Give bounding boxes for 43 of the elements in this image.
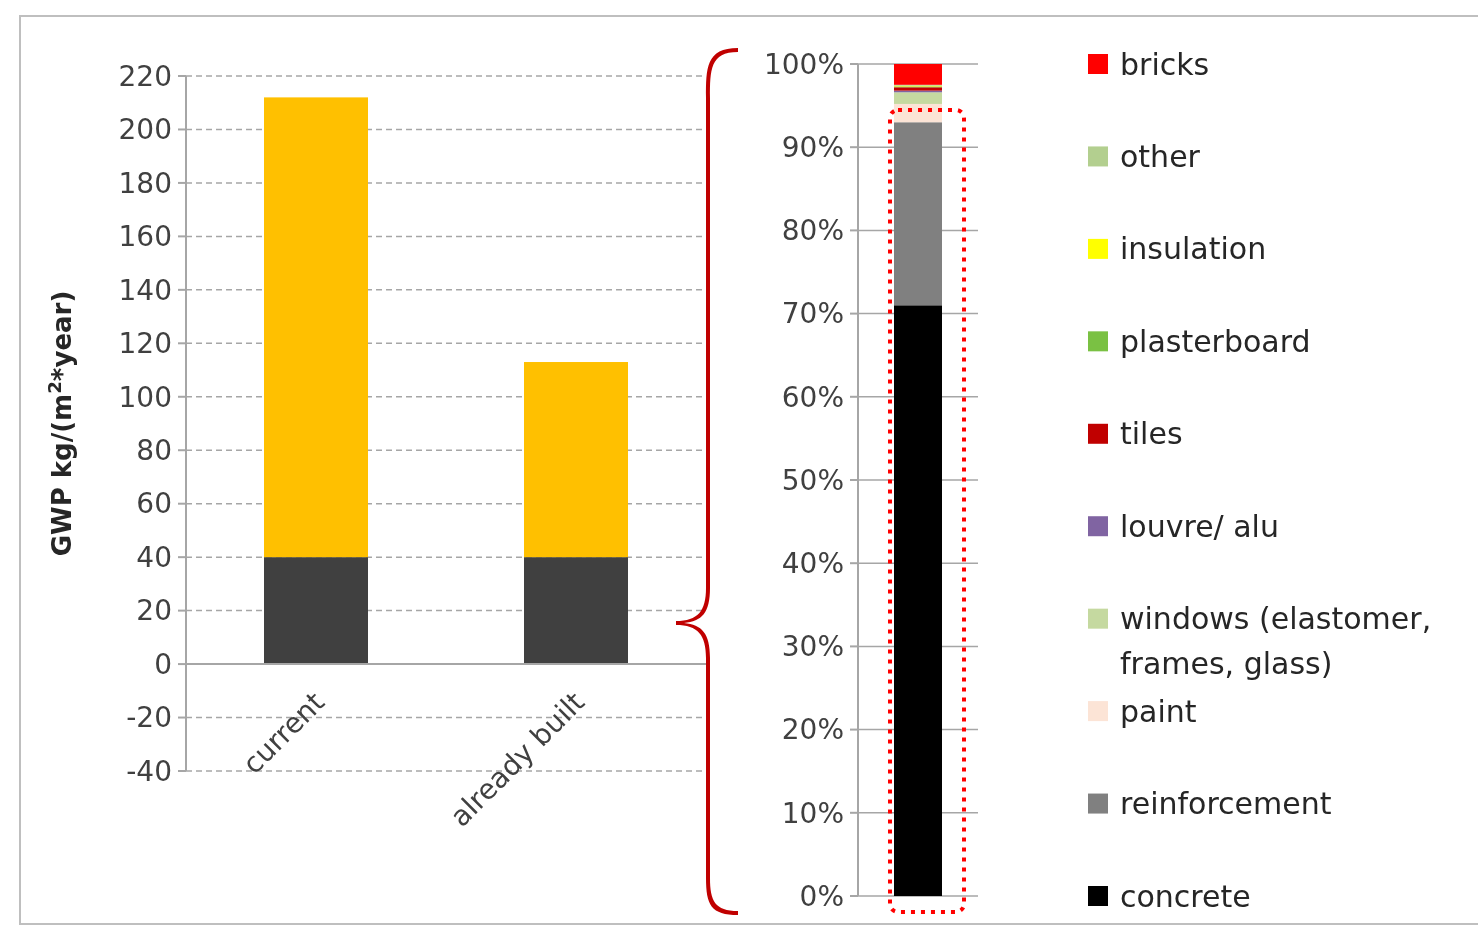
y-tick-label: 20	[136, 594, 172, 628]
y-tick-label: 40%	[781, 547, 844, 580]
legend-label: plasterboard	[1120, 323, 1311, 359]
y-tick-label: 80%	[781, 214, 844, 248]
y-tick-label: 80	[136, 434, 172, 468]
y-tick-label: 10%	[781, 796, 844, 830]
y-tick-label: 20%	[781, 713, 844, 747]
legend-label: paint	[1120, 693, 1197, 729]
y-tick-label: 120	[118, 327, 172, 361]
y-tick-label: 60%	[781, 380, 844, 414]
y-tick-label: -20	[126, 701, 172, 735]
y-tick-label: 0%	[799, 879, 844, 913]
legend-label: tiles	[1120, 416, 1183, 452]
bar	[894, 305, 942, 896]
legend-label: bricks	[1120, 46, 1210, 82]
y-tick-label: 140	[118, 273, 172, 307]
bar	[524, 557, 628, 665]
y-tick-label: 160	[118, 220, 172, 254]
y-tick-label: 0	[154, 647, 172, 681]
y-tick-label: 90%	[781, 131, 844, 164]
y-tick-label: 50%	[781, 463, 844, 497]
legend-label: other	[1120, 138, 1201, 174]
y-tick-label: 40	[136, 540, 172, 574]
y-tick-label: 200	[118, 113, 172, 147]
y-tick-label: 220	[118, 59, 172, 93]
y-tick-label: 30%	[781, 630, 844, 664]
legend-label: concrete	[1120, 878, 1251, 914]
y-tick-label: 100	[118, 380, 172, 414]
y-tick-label: 70%	[781, 297, 844, 331]
bar	[264, 557, 368, 665]
legend-label: insulation	[1120, 231, 1267, 267]
legend-label: louvre/ alu	[1120, 508, 1279, 544]
bar	[894, 64, 942, 85]
y-tick-label: -40	[126, 754, 172, 788]
legend-label: reinforcement	[1120, 786, 1332, 822]
y-tick-label: 180	[118, 166, 172, 200]
legend-label: windows (elastomer, frames, glass)	[1120, 601, 1432, 682]
y-tick-label: 100%	[763, 47, 844, 81]
bar	[264, 97, 368, 558]
bar	[524, 362, 628, 558]
bar	[894, 92, 942, 104]
y-tick-label: 60	[136, 487, 172, 521]
bar	[894, 122, 942, 306]
